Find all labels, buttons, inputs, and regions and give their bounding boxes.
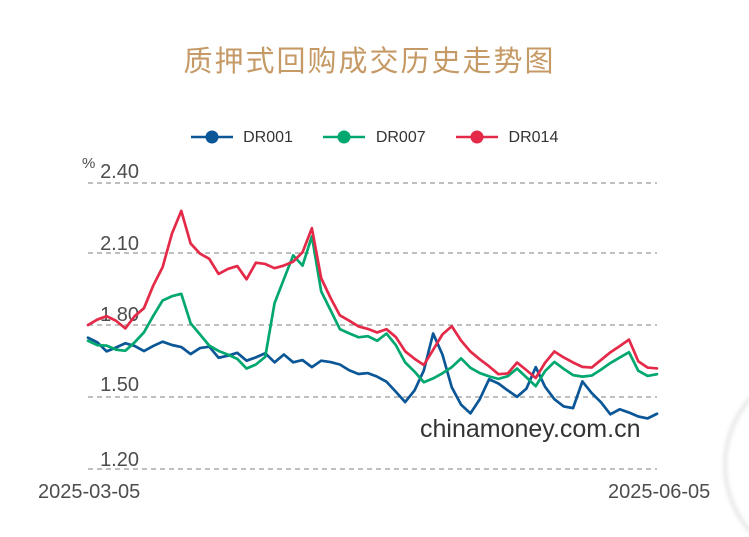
svg-text:1.50: 1.50 [100, 374, 139, 396]
svg-text:2025-03-05: 2025-03-05 [38, 481, 140, 503]
svg-text:2.10: 2.10 [100, 233, 139, 255]
svg-text:%: % [82, 155, 95, 172]
svg-text:2025-06-05: 2025-06-05 [608, 481, 710, 503]
svg-text:1.20: 1.20 [100, 449, 139, 471]
svg-text:2.40: 2.40 [100, 161, 139, 183]
svg-text:chinamoney.com.cn: chinamoney.com.cn [420, 415, 640, 443]
